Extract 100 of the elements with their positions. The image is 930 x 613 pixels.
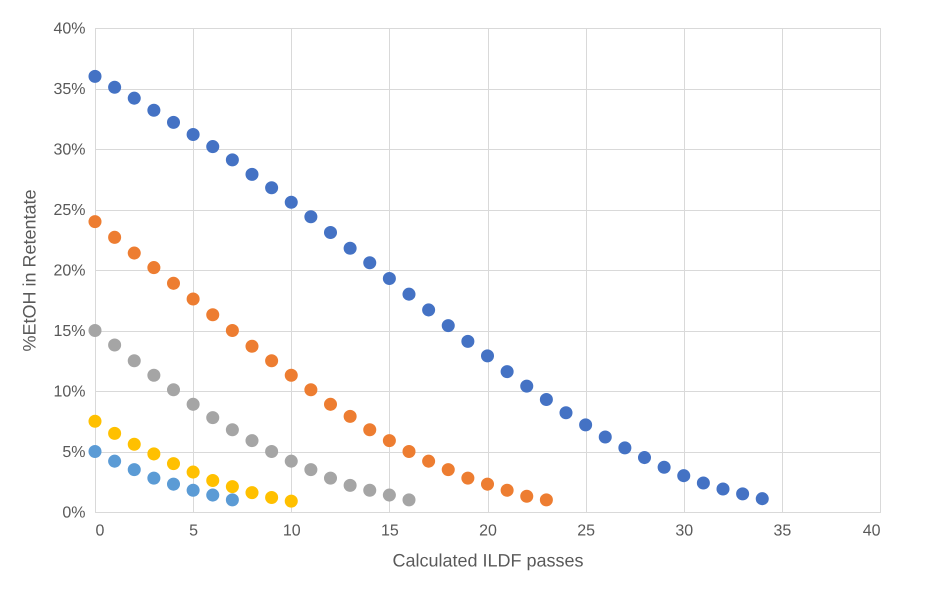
point: [520, 380, 534, 393]
point: [284, 454, 298, 468]
point: [147, 368, 160, 382]
point: [618, 441, 632, 454]
point: [166, 276, 180, 290]
point: [500, 484, 514, 497]
x-tick-label: 35: [773, 522, 792, 540]
x-tick-label: 15: [380, 522, 399, 540]
x-tick-label: 30: [675, 522, 694, 540]
point: [402, 493, 416, 506]
point: [206, 488, 220, 502]
point: [186, 292, 200, 306]
point: [186, 466, 200, 479]
point: [696, 476, 710, 490]
point: [559, 406, 573, 420]
point: [128, 463, 141, 476]
point: [677, 469, 690, 482]
point: [147, 472, 160, 485]
point: [382, 488, 396, 502]
y-tick-label: 25%: [53, 202, 86, 219]
point: [344, 410, 357, 423]
point: [108, 454, 122, 468]
point: [382, 434, 396, 448]
x-tick-label: 0: [96, 522, 104, 540]
point: [206, 474, 220, 488]
point: [186, 398, 200, 411]
point: [716, 482, 730, 496]
y-tick-label: 35%: [53, 81, 86, 98]
point: [128, 354, 141, 368]
point: [88, 444, 102, 458]
point: [108, 230, 122, 244]
point: [166, 457, 180, 470]
point: [304, 463, 318, 476]
point: [128, 246, 141, 260]
point: [128, 438, 141, 451]
point: [638, 451, 652, 464]
point: [304, 383, 318, 396]
y-axis-title: %EtOH in Retentate: [19, 189, 40, 352]
y-tick-label: 10%: [53, 384, 86, 400]
point: [402, 288, 416, 301]
point: [147, 104, 160, 117]
point: [324, 226, 338, 239]
point: [363, 484, 376, 497]
point: [166, 478, 180, 491]
point: [265, 490, 278, 504]
point: [540, 493, 553, 506]
point: [442, 463, 455, 476]
point: [442, 319, 455, 332]
point: [756, 492, 769, 506]
point: [186, 128, 200, 141]
point: [265, 444, 278, 458]
y-tick-label: 20%: [53, 262, 86, 280]
y-tick-label: 30%: [53, 142, 86, 158]
point: [88, 324, 102, 338]
point: [88, 414, 102, 428]
point: [245, 168, 259, 181]
point: [284, 494, 298, 508]
point: [736, 487, 750, 500]
point: [226, 324, 239, 338]
point: [480, 349, 494, 362]
point: [206, 411, 220, 424]
point: [88, 70, 102, 83]
point: [108, 80, 122, 94]
point: [422, 454, 436, 468]
point: [324, 398, 338, 411]
point: [461, 334, 474, 348]
y-tick-label: 15%: [53, 323, 86, 340]
point: [598, 430, 612, 444]
point: [480, 478, 494, 491]
point: [226, 153, 239, 166]
x-tick-label: 20: [479, 522, 497, 540]
point: [265, 181, 278, 194]
point: [226, 493, 239, 506]
point: [461, 472, 474, 485]
point: [88, 215, 102, 228]
x-tick-label: 5: [189, 522, 198, 540]
point: [284, 368, 298, 382]
x-tick-label: 10: [282, 522, 301, 540]
point: [540, 392, 553, 406]
point: [500, 365, 514, 378]
y-tick-label: 5%: [62, 444, 86, 461]
point: [402, 444, 416, 458]
point: [363, 423, 376, 436]
point: [363, 256, 376, 270]
point: [147, 447, 160, 460]
point: [265, 354, 278, 368]
x-axis-title: Calculated ILDF passes: [392, 550, 584, 570]
point: [186, 484, 200, 497]
point: [304, 210, 318, 224]
x-tick-label: 40: [862, 522, 881, 540]
y-tick-label: 0%: [62, 504, 86, 522]
point: [108, 426, 122, 440]
point: [344, 478, 357, 492]
point: [245, 486, 259, 500]
point: [226, 480, 239, 494]
point: [344, 242, 357, 255]
point: [382, 272, 396, 285]
point: [324, 472, 338, 485]
point: [245, 434, 259, 448]
point: [226, 423, 239, 436]
